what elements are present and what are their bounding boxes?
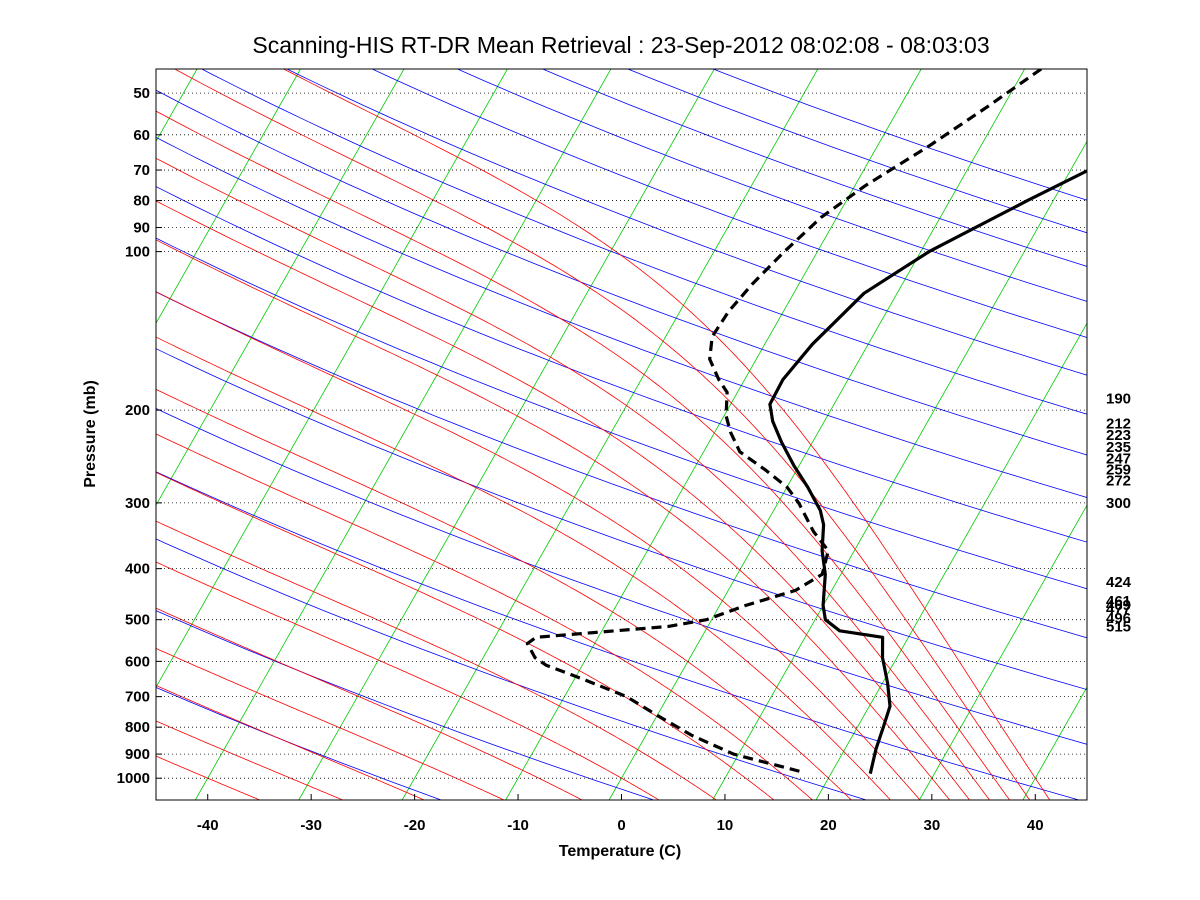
profile-series (525, 69, 1087, 774)
x-axis-ticks: -40 -30 -20 -10 0 10 20 30 40 (197, 794, 1044, 834)
right-level-label: 235 (1106, 439, 1131, 456)
right-level-label: 477 (1106, 601, 1131, 618)
right-level-label: 259 (1106, 461, 1131, 478)
y-tick-label: 60 (133, 127, 150, 144)
dry-adiabat-line (372, 69, 1087, 338)
dry-adiabat-line (156, 471, 1080, 800)
dry-adiabat-line (627, 69, 1087, 234)
isotherm-line (608, 69, 1025, 800)
x-tick-label: -20 (404, 817, 426, 834)
y-tick-label: 90 (133, 220, 150, 237)
plot-frame (155, 68, 1088, 801)
y-tick-label: 500 (125, 612, 150, 629)
isotherm-line (194, 69, 612, 800)
y-tick-label: 200 (125, 402, 150, 419)
moist-adiabat-line (156, 648, 505, 800)
y-tick-label: 700 (125, 689, 150, 706)
dry-adiabat-line (457, 69, 1087, 302)
background-lines (0, 69, 1087, 800)
moist-adiabat-line (156, 336, 891, 800)
isotherm-line (156, 69, 508, 689)
y-axis-label: Pressure (mb) (82, 380, 99, 488)
moist-adiabat-line (156, 110, 1010, 800)
y-tick-label: 900 (125, 746, 150, 763)
right-level-label: 461 (1106, 593, 1131, 610)
right-level-label: 496 (1106, 610, 1131, 627)
y-tick-label: 50 (133, 85, 150, 102)
moist-adiabat-line (156, 471, 775, 800)
dry-adiabat-line (156, 348, 1087, 691)
dewpoint-profile-line (525, 69, 1043, 774)
y-tick-label: 600 (125, 653, 150, 670)
y-axis-ticks: 50 60 70 80 90 100 200 300 400 500 600 700 800 900 100… (117, 85, 162, 787)
isotherm-line (156, 69, 301, 325)
isotherm-line (919, 504, 1087, 800)
y-tick-label: 80 (133, 193, 150, 210)
x-tick-label: -40 (197, 817, 219, 834)
x-tick-label: 20 (820, 817, 837, 834)
moist-adiabat-line (156, 291, 921, 800)
dry-adiabat-line (201, 69, 1087, 415)
moist-adiabat-line (156, 200, 970, 800)
right-level-label: 223 (1106, 427, 1131, 444)
y-tick-label: 100 (125, 244, 150, 261)
right-level-label: 469 (1106, 597, 1131, 614)
y-tick-label: 1000 (117, 770, 150, 787)
dry-adiabat-line (156, 408, 1087, 745)
x-tick-label: 0 (617, 817, 625, 834)
isotherm-line (298, 69, 715, 800)
temperature-profile-line (768, 169, 1087, 774)
y-tick-label: 300 (125, 495, 150, 512)
dry-adiabat-line (156, 538, 867, 800)
dry-adiabat-line (156, 686, 442, 800)
x-tick-label: -30 (300, 817, 322, 834)
moist-adiabat-line (173, 69, 1030, 800)
x-tick-label: -10 (507, 817, 529, 834)
moist-adiabat-line (156, 157, 990, 800)
x-axis-label: Temperature (C) (559, 843, 681, 860)
moist-adiabat-line (156, 520, 717, 800)
moist-adiabat-line (156, 561, 660, 800)
isotherm-line (505, 69, 922, 800)
isotherm-line (0, 69, 94, 800)
dry-adiabat-line (286, 69, 1087, 376)
right-level-label: 247 (1106, 450, 1131, 467)
dry-adiabat-line (542, 69, 1087, 267)
moist-adiabat-line (156, 755, 260, 800)
chart-title: Scanning-HIS RT-DR Mean Retrieval : 23-S… (252, 32, 989, 58)
dry-adiabat-line (156, 291, 1087, 639)
y-tick-label: 400 (125, 561, 150, 578)
pressure-grid (156, 92, 1087, 779)
dry-adiabat-line (156, 610, 654, 800)
x-tick-label: 10 (717, 817, 734, 834)
dry-adiabat-line (712, 69, 1087, 201)
dry-adiabat-line (156, 186, 1087, 543)
right-level-label: 272 (1106, 472, 1131, 489)
isotherm-line (712, 140, 1087, 800)
right-level-label: 212 (1106, 415, 1131, 432)
dry-adiabat-line (156, 136, 1087, 498)
moist-adiabat-line (282, 69, 1051, 800)
right-level-label: 190 (1106, 390, 1131, 407)
right-level-label: 515 (1106, 618, 1131, 635)
x-tick-label: 40 (1027, 817, 1044, 834)
dry-adiabat-line (156, 237, 1087, 590)
moist-adiabat-line (156, 433, 813, 800)
y-tick-label: 70 (133, 162, 150, 179)
moist-adiabat-line (156, 607, 583, 800)
moist-adiabat-line (156, 720, 343, 800)
right-level-label: 300 (1106, 495, 1131, 512)
moist-adiabat-line (156, 684, 425, 800)
isotherm-line (156, 69, 405, 507)
x-tick-label: 30 (923, 817, 940, 834)
moist-adiabat-line (156, 239, 950, 800)
moist-adiabat-line (156, 388, 852, 800)
right-level-label: 424 (1106, 574, 1132, 591)
y-tick-label: 800 (125, 719, 150, 736)
dry-adiabat-line (156, 89, 1087, 456)
